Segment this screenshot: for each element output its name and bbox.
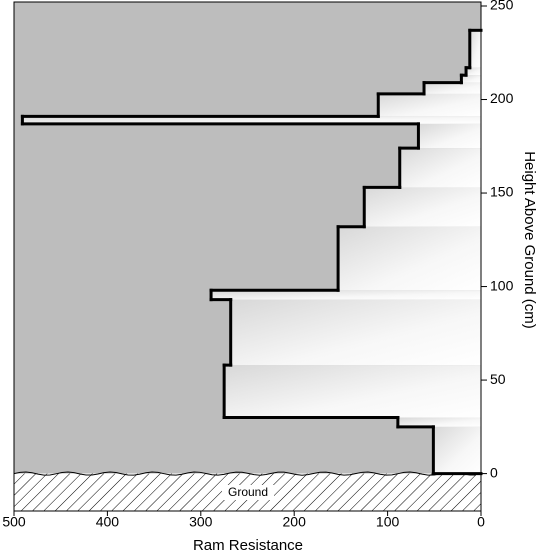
frame <box>13 1 482 512</box>
layer <box>424 82 481 94</box>
x-tick-label: 500 <box>2 514 26 530</box>
layer <box>399 148 481 188</box>
layer <box>338 226 481 291</box>
layer <box>469 30 481 68</box>
layer <box>378 93 481 117</box>
x-tick-label: 200 <box>283 514 307 530</box>
plot-area: 500 400 300 200 100 0 0 50 100 150 200 250 <box>2 0 513 530</box>
y-tick-label: 100 <box>490 277 514 293</box>
layer <box>364 187 481 227</box>
layer <box>433 426 481 474</box>
layer <box>224 365 481 418</box>
ground-surface <box>13 471 477 476</box>
layer <box>397 417 481 427</box>
ground-label-box <box>222 485 274 500</box>
y-tick-label: 200 <box>490 90 514 106</box>
x-axis-title: Ram Resistance <box>193 537 303 554</box>
x-tick-label: 0 <box>477 514 485 530</box>
layer <box>466 67 481 76</box>
layer <box>461 75 481 83</box>
y-tick-label: 0 <box>490 464 498 480</box>
y-axis-title: Height Above Ground (cm) <box>521 151 538 329</box>
layer <box>418 123 481 149</box>
y-tick-label: 250 <box>490 0 514 13</box>
layer <box>211 290 481 300</box>
ground-label: Ground <box>228 485 268 499</box>
y-tick-label: 150 <box>490 184 514 200</box>
layer <box>230 299 481 366</box>
y-tick-label: 50 <box>490 371 506 387</box>
x-tick-label: 300 <box>189 514 213 530</box>
x-tick-label: 100 <box>376 514 400 530</box>
layer <box>22 116 481 124</box>
x-tick-label: 400 <box>96 514 120 530</box>
